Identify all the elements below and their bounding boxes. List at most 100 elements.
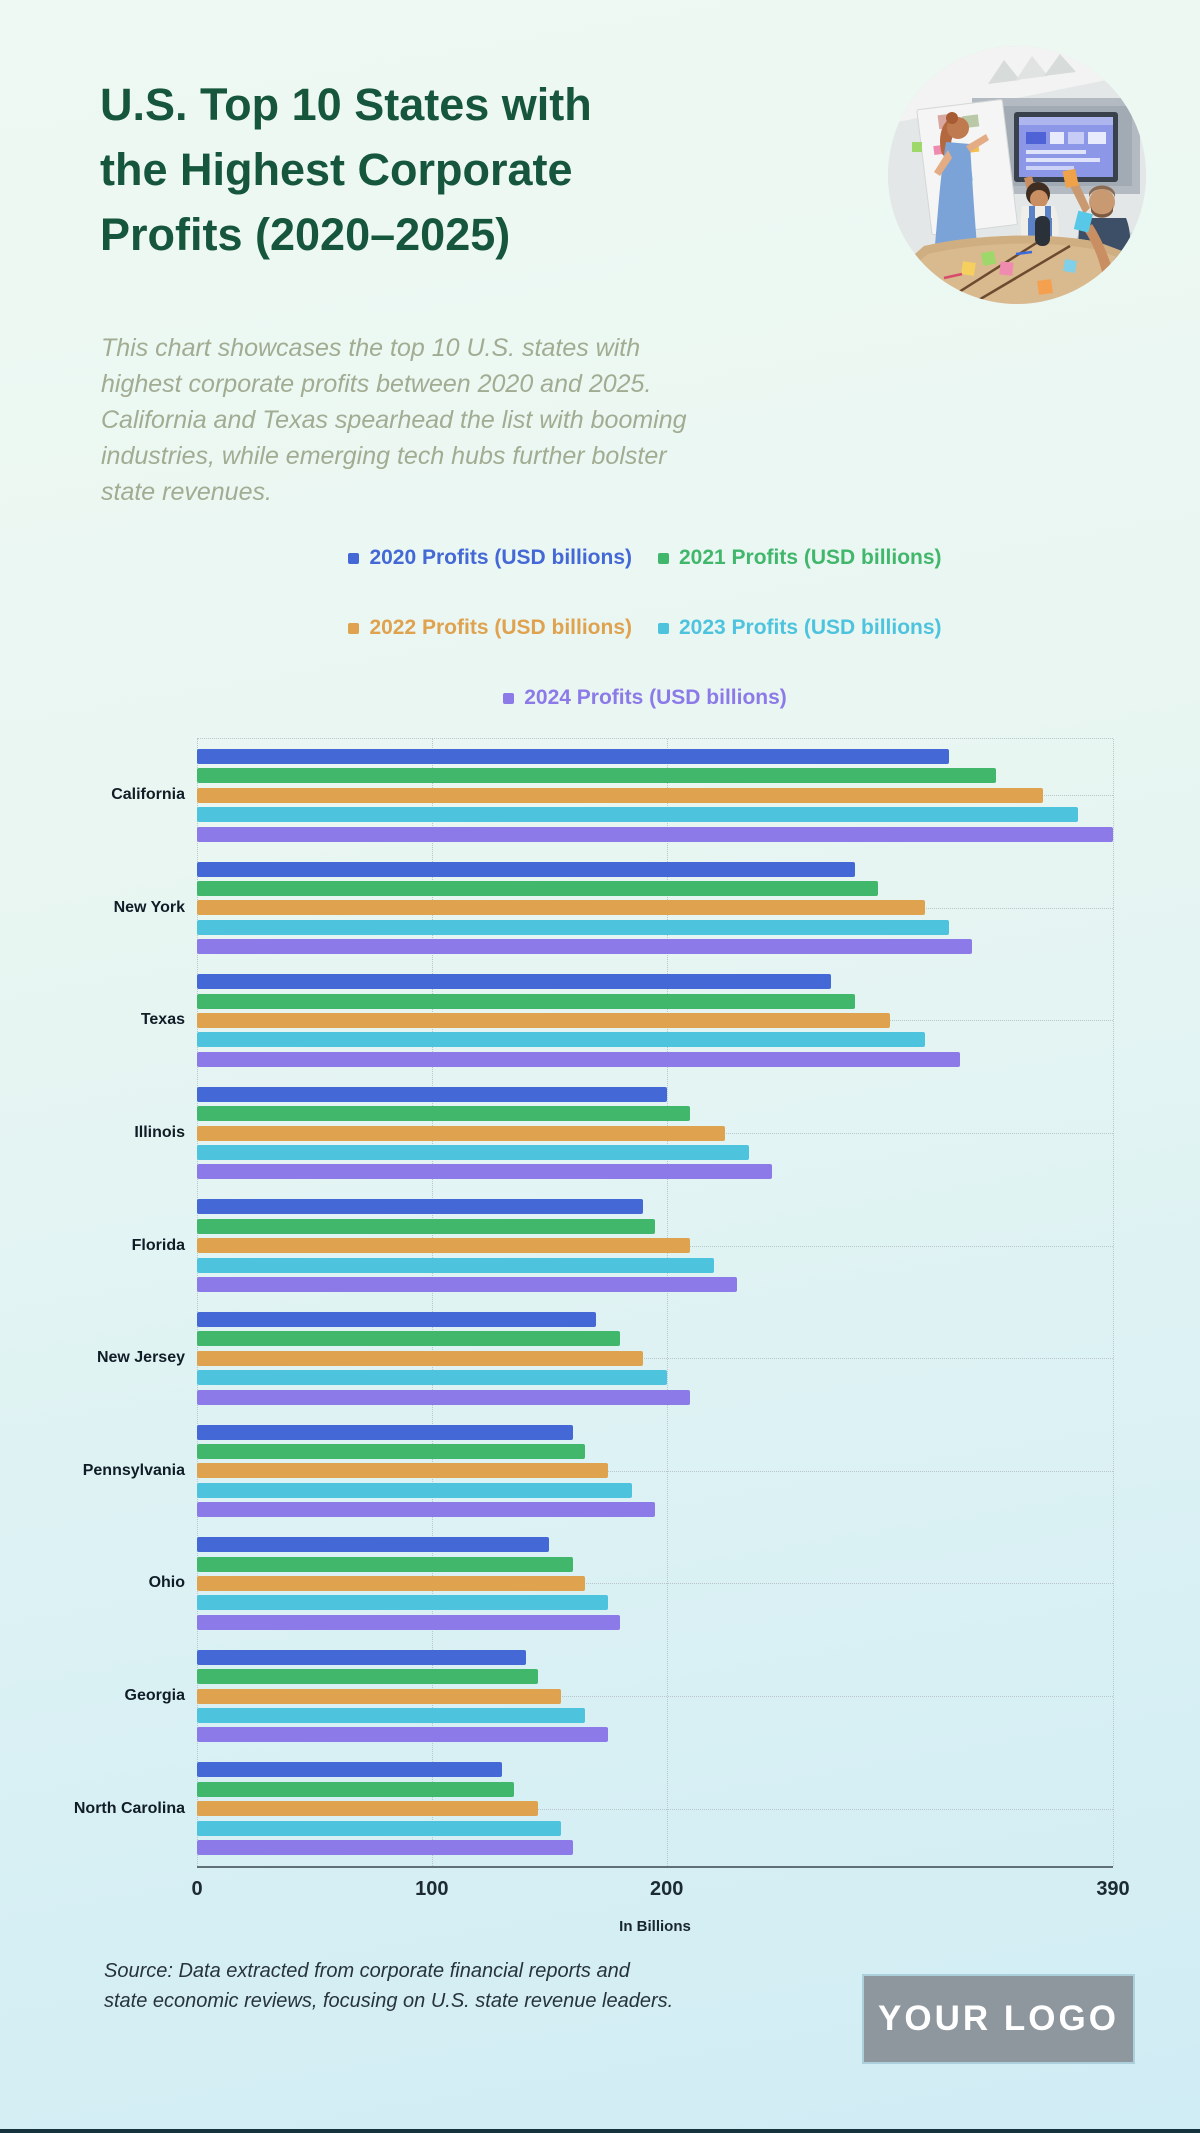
- source-line-2: state economic reviews, focusing on U.S.…: [104, 1990, 674, 2012]
- bar-pennsylvania-2024: [197, 1502, 655, 1518]
- x-axis-label: In Billions: [619, 1918, 691, 1935]
- bar-north-carolina-2022: [197, 1801, 538, 1817]
- legend-item-2022: 2022 Profits (USD billions): [348, 616, 632, 640]
- legend-swatch-2024: [503, 692, 515, 704]
- bar-illinois-2023: [197, 1144, 749, 1160]
- logo-placeholder: YOUR LOGO: [862, 1974, 1135, 2064]
- chart-row-pennsylvania: Pennsylvania: [83, 1415, 1113, 1528]
- bar-new-york-2022: [197, 900, 926, 916]
- bar-group-georgia: [197, 1649, 1113, 1743]
- category-gridline-north-carolina: [197, 1808, 1113, 1810]
- description-line-4: industries, while emerging tech hubs fur…: [101, 442, 667, 470]
- bar-georgia-2023: [197, 1707, 585, 1723]
- description-line-2: highest corporate profits between 2020 a…: [101, 370, 652, 398]
- bar-group-florida: [197, 1199, 1113, 1292]
- bar-pennsylvania-2023: [197, 1482, 632, 1498]
- bar-georgia-2022: [197, 1688, 562, 1704]
- photo-ceiling: [888, 46, 1146, 124]
- chart-row-georgia: Georgia: [125, 1640, 1113, 1753]
- legend-item-2020: 2020 Profits (USD billions): [348, 546, 632, 570]
- team-meeting-photo: [888, 46, 1146, 304]
- bar-pennsylvania-2020: [197, 1424, 573, 1440]
- bar-illinois-2021: [197, 1106, 691, 1122]
- bar-ohio-2024: [197, 1614, 620, 1630]
- category-gridline-pennsylvania: [197, 1470, 1113, 1472]
- gridline-0: [197, 739, 198, 1866]
- bar-group-new-jersey: [197, 1311, 1113, 1405]
- x-tick-200: 200: [650, 1878, 684, 1900]
- category-label-texas: Texas: [140, 1011, 185, 1029]
- bar-florida-2020: [197, 1199, 644, 1215]
- legend-label-2022: 2022 Profits (USD billions): [369, 616, 632, 639]
- bar-north-carolina-2020: [197, 1762, 503, 1778]
- bar-illinois-2024: [197, 1164, 773, 1180]
- plot-area: 0 100 200 390 California New York Texas Illinoi…: [74, 738, 1130, 1935]
- description-line-5: state revenues.: [101, 478, 272, 506]
- gridline-200: [666, 739, 668, 1866]
- category-label-north-carolina: North Carolina: [73, 1799, 185, 1817]
- chart-row-new-jersey: New Jersey: [97, 1302, 1113, 1415]
- bar-new-york-2023: [197, 919, 949, 935]
- bar-new-jersey-2023: [197, 1370, 667, 1386]
- category-gridline-georgia: [197, 1696, 1113, 1698]
- bar-illinois-2020: [197, 1086, 667, 1102]
- legend-item-2023: 2023 Profits (USD billions): [658, 616, 942, 640]
- chart-row-illinois: Illinois: [134, 1077, 1113, 1190]
- legend-swatch-2021: [658, 552, 669, 564]
- bar-texas-2020: [197, 974, 832, 990]
- bar-group-texas: [197, 974, 1113, 1067]
- legend-label-2024: 2024 Profits (USD billions): [524, 686, 787, 709]
- legend-swatch-2020: [348, 552, 360, 564]
- bar-florida-2022: [197, 1238, 691, 1254]
- legend-row-2: 2022 Profits (USD billions) 2023 Profits …: [90, 616, 1200, 640]
- category-label-florida: Florida: [131, 1236, 185, 1254]
- grouped-bar-chart: 0 100 200 390 California New York Texas Illinoi…: [74, 738, 1130, 1935]
- logo-text: YOUR LOGO: [878, 1999, 1119, 2038]
- category-label-georgia: Georgia: [124, 1687, 185, 1705]
- bar-california-2022: [197, 787, 1043, 803]
- legend-label-2020: 2020 Profits (USD billions): [369, 546, 632, 569]
- bar-new-york-2024: [197, 939, 973, 955]
- bar-group-california: [197, 749, 1113, 842]
- chart-row-new-york: New York: [114, 852, 1113, 965]
- bar-group-illinois: [197, 1086, 1113, 1180]
- bar-new-jersey-2022: [197, 1350, 644, 1366]
- bar-ohio-2022: [197, 1575, 585, 1591]
- chart-description: This chart showcases the top 10 U.S. sta…: [101, 330, 687, 510]
- bar-new-jersey-2024: [197, 1389, 691, 1405]
- chart-legend: 2020 Profits (USD billions) 2021 Profits …: [90, 546, 1200, 756]
- bar-california-2024: [197, 826, 1113, 842]
- description-line-3: California and Texas spearhead the list …: [101, 406, 687, 434]
- bar-california-2021: [197, 768, 996, 784]
- legend-row-1: 2020 Profits (USD billions) 2021 Profits …: [90, 546, 1200, 570]
- category-label-pennsylvania: Pennsylvania: [82, 1461, 185, 1479]
- category-label-ohio: Ohio: [148, 1574, 185, 1592]
- chart-row-texas: Texas: [141, 964, 1113, 1077]
- category-label-new-jersey: New Jersey: [96, 1349, 185, 1367]
- bar-georgia-2020: [197, 1649, 526, 1665]
- source-note: Source: Data extracted from corporate fi…: [104, 1956, 673, 2016]
- bar-florida-2024: [197, 1276, 738, 1292]
- bar-new-york-2021: [197, 880, 879, 896]
- x-tick-100: 100: [415, 1878, 449, 1900]
- chart-row-ohio: Ohio: [149, 1527, 1113, 1640]
- bar-texas-2021: [197, 993, 855, 1009]
- bar-group-ohio: [197, 1537, 1113, 1630]
- bar-north-carolina-2024: [197, 1839, 573, 1855]
- category-gridline-new-jersey: [197, 1358, 1113, 1360]
- bar-georgia-2024: [197, 1727, 609, 1743]
- description-line-1: This chart showcases the top 10 U.S. sta…: [101, 334, 641, 362]
- bar-pennsylvania-2022: [197, 1463, 609, 1479]
- bar-florida-2021: [197, 1218, 655, 1234]
- team-meeting-illustration: [888, 46, 1146, 304]
- photo-tv: [1014, 112, 1118, 182]
- chart-row-north-carolina: North Carolina: [74, 1752, 1113, 1865]
- bar-california-2023: [197, 807, 1078, 823]
- page-title: U.S. Top 10 States with the Highest Corp…: [100, 72, 592, 267]
- legend-item-2024: 2024 Profits (USD billions): [503, 686, 787, 710]
- source-line-1: Source: Data extracted from corporate fi…: [104, 1960, 630, 1982]
- gridline-100: [431, 739, 433, 1866]
- bar-florida-2023: [197, 1257, 714, 1273]
- legend-label-2021: 2021 Profits (USD billions): [679, 546, 942, 569]
- legend-item-2021: 2021 Profits (USD billions): [658, 546, 942, 570]
